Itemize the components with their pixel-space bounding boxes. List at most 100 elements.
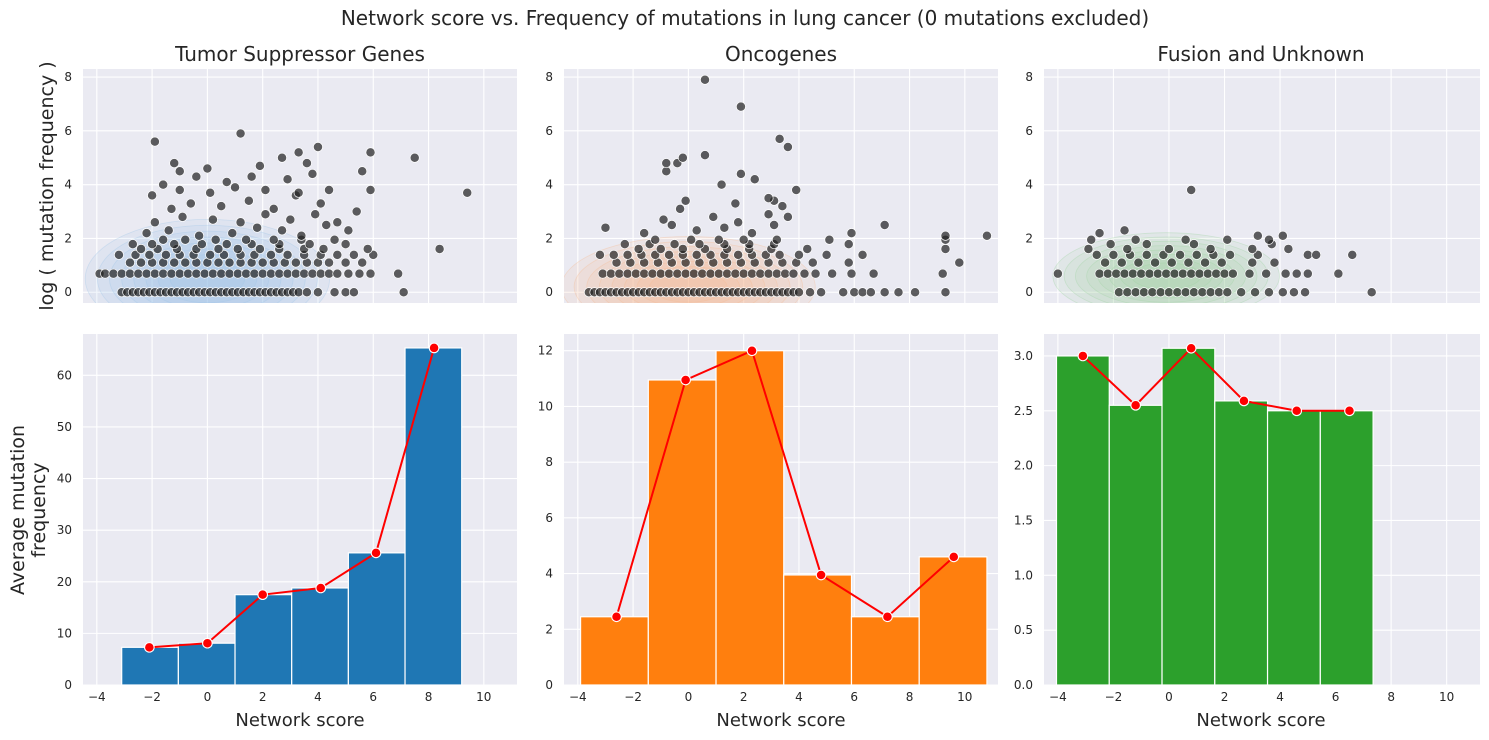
scatter-point [857,249,868,260]
y-tick-label: 1.5 [1014,513,1033,527]
scatter-point [691,225,702,236]
histogram-bars [1055,347,1374,686]
scatter-point [1150,257,1161,268]
scatter-point [249,268,260,279]
scatter-point [252,222,263,233]
line-path [1082,346,1350,412]
y-tick-label: 8 [545,455,553,469]
line-marker [882,611,893,623]
scatter-point [1189,287,1199,298]
scatter-point [650,234,661,245]
scatter-point [149,136,160,147]
scatter-point [116,268,127,279]
bar [121,646,179,686]
scatter-point [805,287,815,298]
scatter-point [940,243,951,254]
scatter-point [329,287,340,298]
x-tick-label: 10 [476,690,491,704]
scatter-point [290,257,301,268]
scatter-point [1302,268,1313,279]
scatter-point [1180,234,1191,245]
scatter-point [180,234,191,245]
scatter-point [940,287,951,298]
x-tick-label: −4 [88,690,106,704]
y-tick-label: 6 [1025,124,1033,138]
scatter-point [277,225,287,236]
scatter-point [691,249,702,260]
scatter-point [1277,287,1288,298]
bottom-ylabel-line1: Average mutation [7,425,29,595]
scatter-point [324,268,334,279]
scatter-point [1214,287,1224,298]
scatter-point [705,268,716,279]
x-tick-label: −2 [624,690,642,704]
scatter-point [686,234,697,245]
scatter-point [1200,257,1211,268]
scatter-point [243,195,254,206]
scatter-point [1144,268,1155,279]
scatter-point [1191,249,1202,260]
bar [579,616,649,686]
line-marker [680,374,691,386]
scatter-point [1122,287,1133,298]
x-tick-label: −2 [143,690,161,704]
scatter-point [1116,257,1127,268]
scatter-point [713,268,724,279]
scatter-point [749,174,760,185]
bar [291,587,349,686]
scatter-point [594,249,605,260]
scatter-point [202,163,213,174]
scatter-point [365,185,376,195]
panel-title-tsg: Tumor Suppressor Genes [174,42,425,66]
scatter-point [1083,243,1094,254]
scatter-point [365,268,376,279]
scatter-point [241,268,252,279]
panel-tsg-hist: −4 −2 0 2 4 6 8 10 0 10 20 30 40 50 60 [57,334,517,704]
scatter-point [849,287,860,298]
y-tick-label: 4 [545,567,553,581]
scatter-point [846,268,857,279]
scatter-point [310,209,321,220]
scatter-point [1263,287,1274,298]
line-marker [1291,405,1303,417]
y-tick-label: 10 [538,399,553,413]
histogram-bars [579,350,988,686]
panel-title-fusion: Fusion and Unknown [1157,42,1364,66]
line-marker [257,589,269,601]
line-marker [1344,405,1355,417]
scatter-point [1102,268,1113,279]
line-path [149,347,436,649]
scatter-point [716,179,727,190]
scatter-point [868,268,879,279]
scatter-point [216,201,227,212]
bar [783,574,853,686]
y-tick-label: 8 [64,70,72,84]
scatter-point [257,257,268,268]
scatter-point [791,185,802,195]
scatter-point [282,249,293,260]
scatter-point [174,185,185,195]
scatter-point [268,203,279,214]
scatter-point [735,168,746,179]
line-marker [315,582,327,594]
scatter-point [348,249,359,260]
y-tick-label: 0 [545,678,553,692]
scatter-point [149,217,160,228]
scatter-point [144,249,155,260]
scatter-point [738,268,749,279]
scatter-point [393,268,404,279]
scatter-point [313,142,323,152]
scatter-point [398,287,409,298]
scatter-point [1100,257,1111,268]
scatter-point [125,268,135,279]
scatter-point [1141,239,1152,250]
scatter-point [1280,268,1291,279]
scatter-point [434,243,445,254]
scatter-point [191,171,202,182]
y-tick-label: 6 [545,511,553,525]
scatter-point [166,203,177,214]
scatter-point [357,166,368,177]
scatter-point [738,234,749,245]
scatter-point [700,150,710,161]
scatter-point [147,239,158,250]
